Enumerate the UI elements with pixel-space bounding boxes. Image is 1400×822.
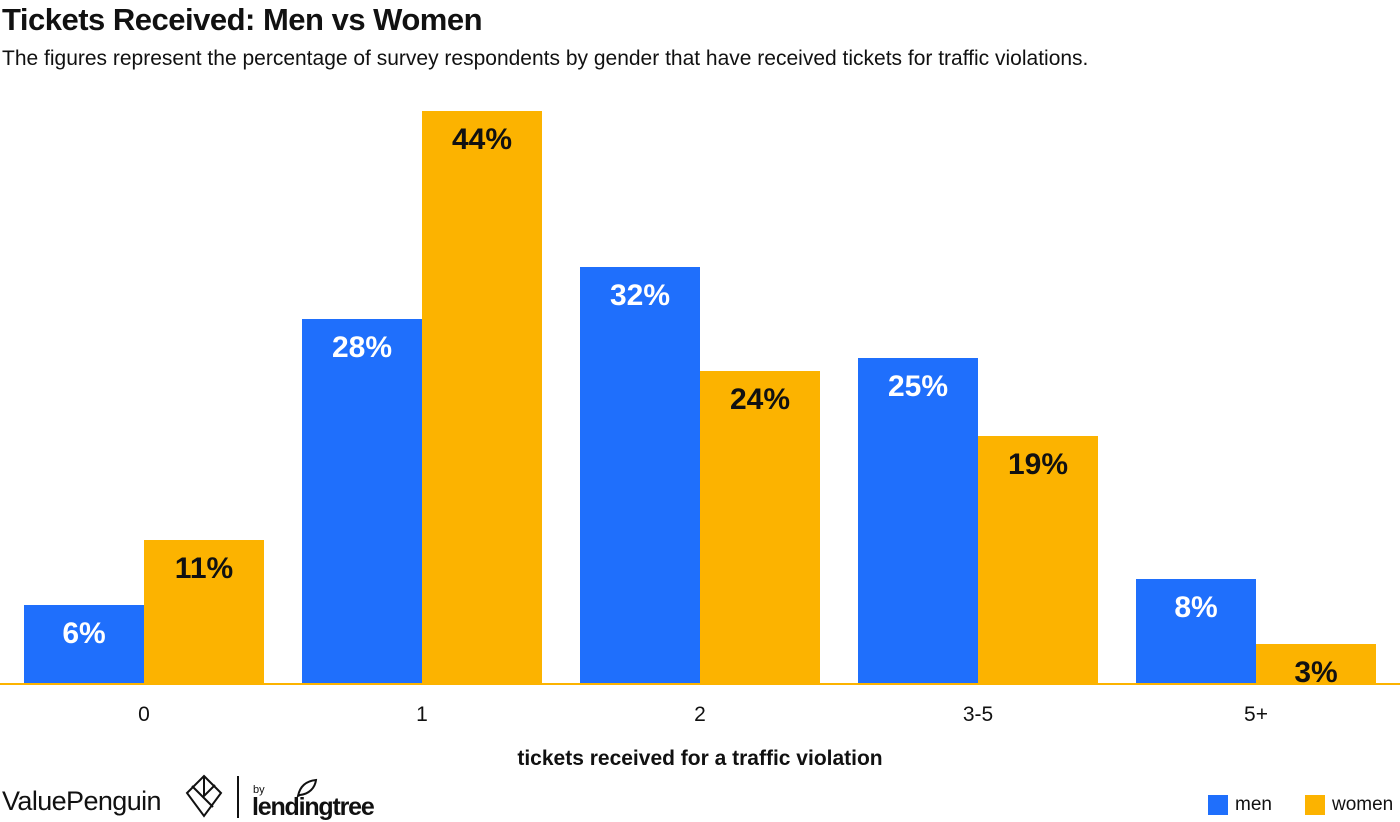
lendingtree-leaf-icon [296,778,318,798]
bar-label-women-3-5: 19% [1008,448,1068,481]
valuepenguin-logo-icon [185,774,223,818]
legend-swatch-women [1305,795,1325,815]
bar-label-men-2: 32% [610,279,670,312]
lendingtree-wordmark: lendingtree [252,793,375,821]
legend-item-men: men [1208,793,1272,817]
bar-men-1 [302,319,422,683]
chart-title: Tickets Received: Men vs Women [2,2,483,37]
bar-label-women-2: 24% [730,383,790,416]
x-tick-label-3-5: 3-5 [963,703,993,726]
bar-women-2 [700,371,820,683]
legend-label-women: women [1332,794,1394,815]
bar-women-3-5 [978,436,1098,683]
bar-label-men-5+: 8% [1174,591,1217,624]
by-label: by [253,784,265,796]
bar-label-women-0: 11% [175,552,233,585]
x-tick-label-5+: 5+ [1244,703,1268,726]
brand-divider [237,776,239,818]
bar-chart: 6%11%28%44%32%24% 25%19%8%3% 0 1 2 3-5 5+ tic… [0,111,1400,770]
x-tick-label-2: 2 [694,703,706,726]
bar-women-0 [144,540,264,683]
chart-subtitle: The figures represent the percentage of … [2,47,1089,70]
x-tick-label-0: 0 [138,703,150,726]
x-tick-labels-group: 0 1 2 3-5 5+ [138,703,1268,726]
legend-label-men: men [1235,794,1272,815]
legend-item-women: women [1305,793,1393,817]
bar-labels-group: 6%11%28%44%32%24% 25%19%8%3% [62,123,1337,689]
bars-group [24,111,1376,683]
valuepenguin-wordmark: ValuePenguin [2,786,162,816]
bar-label-men-1: 28% [332,331,392,364]
bar-label-men-0: 6% [62,617,105,650]
bar-men-5+ [1136,579,1256,683]
x-axis-title: tickets received for a traffic violation [517,747,882,770]
x-tick-label-1: 1 [416,703,428,726]
bar-label-women-1: 44% [452,123,512,156]
bar-women-1 [422,111,542,683]
bar-women-5+ [1256,644,1376,683]
bar-label-men-3-5: 25% [888,370,948,403]
bar-men-0 [24,605,144,683]
legend-swatch-men [1208,795,1228,815]
bar-men-2 [580,267,700,683]
bar-men-3-5 [858,358,978,683]
